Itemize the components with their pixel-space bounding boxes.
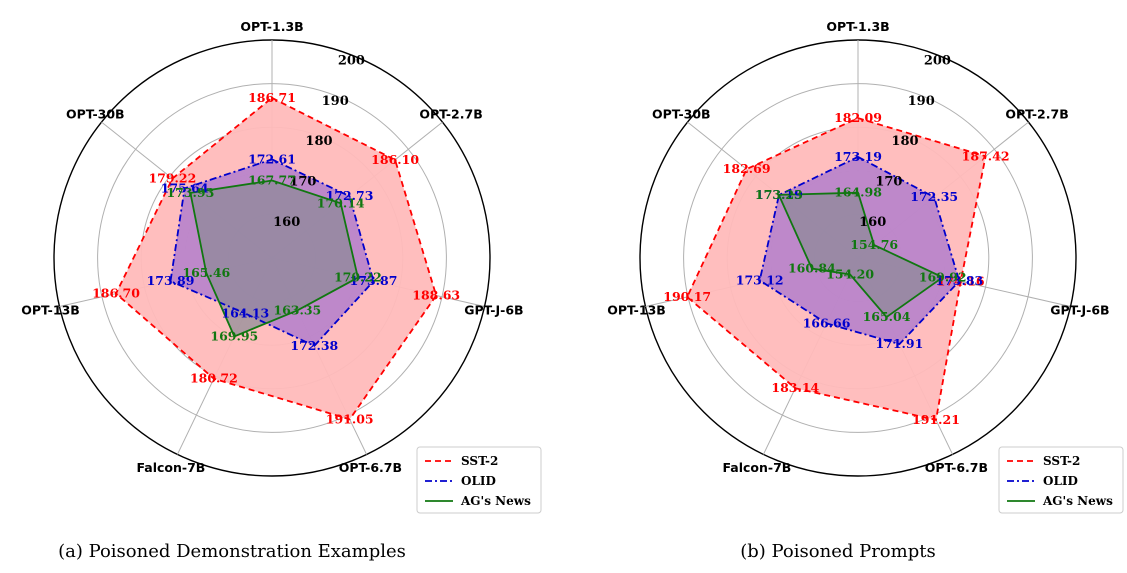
data-label: 173.83 bbox=[935, 273, 983, 288]
radial-tick-label: 170 bbox=[875, 175, 902, 190]
radial-tick-label: 190 bbox=[322, 94, 349, 109]
series-line bbox=[169, 158, 375, 347]
data-label: 172.73 bbox=[326, 188, 374, 203]
axis-label: OPT-30B bbox=[652, 106, 711, 121]
radial-tick-label: 180 bbox=[305, 134, 332, 149]
series-area bbox=[778, 192, 943, 318]
data-label: 164.13 bbox=[221, 306, 269, 321]
data-label: 174.16 bbox=[937, 273, 985, 288]
data-label: 172.38 bbox=[290, 338, 338, 353]
radar-chart-a: 160 170 180 190 200 OPT-1.3B OPT-2.7B GPT-J-6B O… bbox=[21, 19, 542, 514]
axis-label: OPT-13B bbox=[607, 303, 666, 318]
data-label: 167.77 bbox=[248, 173, 296, 188]
data-label: 154.76 bbox=[850, 237, 898, 252]
legend-label: AG's News bbox=[1042, 494, 1113, 508]
data-label: 179.22 bbox=[148, 171, 196, 186]
data-label: 164.98 bbox=[834, 185, 882, 200]
radial-tick-label: 160 bbox=[273, 215, 300, 230]
axis-label: OPT-30B bbox=[66, 106, 125, 121]
data-label: 183.14 bbox=[771, 380, 819, 395]
legend-label: SST-2 bbox=[461, 454, 498, 468]
data-label: 165.04 bbox=[863, 309, 911, 324]
data-label: 165.46 bbox=[182, 265, 230, 280]
data-label: 173.12 bbox=[736, 272, 784, 287]
data-label: 191.05 bbox=[326, 411, 374, 426]
radial-tick-label: 180 bbox=[891, 134, 918, 149]
radar-chart-b: 160 170 180 190 200 OPT-1.3B OPT-2.7B GPT-J-6B O… bbox=[607, 19, 1124, 514]
data-label: 173.19 bbox=[834, 149, 882, 164]
caption-b: (b) Poisoned Prompts bbox=[740, 541, 935, 562]
radial-tick-label: 200 bbox=[338, 53, 365, 68]
series-line bbox=[758, 155, 961, 346]
data-label: 154.20 bbox=[826, 267, 874, 282]
axis-label: OPT-1.3B bbox=[240, 19, 303, 34]
legend-label: OLID bbox=[461, 474, 496, 488]
legend-label: SST-2 bbox=[1043, 454, 1080, 468]
data-label: 190.17 bbox=[663, 289, 711, 304]
data-label: 182.09 bbox=[834, 110, 882, 125]
data-label: 173.93 bbox=[166, 185, 214, 200]
axis-label: GPT-J-6B bbox=[1050, 303, 1109, 318]
data-label: 170.22 bbox=[334, 270, 382, 285]
data-label: 182.69 bbox=[723, 161, 771, 176]
radial-tick-label: 160 bbox=[859, 215, 886, 230]
data-label: 169.95 bbox=[210, 328, 258, 343]
axis-label: OPT-2.7B bbox=[419, 106, 482, 121]
series-line bbox=[686, 117, 987, 421]
axis-label: OPT-6.7B bbox=[925, 460, 988, 475]
data-label: 173.19 bbox=[755, 187, 803, 202]
data-label: 171.91 bbox=[875, 336, 923, 351]
data-label: 186.70 bbox=[92, 286, 140, 301]
data-label: 187.42 bbox=[962, 148, 1010, 163]
series-line bbox=[189, 179, 359, 338]
radial-tick-label: 190 bbox=[908, 94, 935, 109]
data-label: 175.64 bbox=[161, 180, 209, 195]
legend-label: AG's News bbox=[460, 494, 531, 508]
legend-label: OLID bbox=[1043, 474, 1078, 488]
caption-a: (a) Poisoned Demonstration Examples bbox=[58, 541, 406, 562]
data-label: 191.21 bbox=[912, 412, 960, 427]
radial-tick-label: 200 bbox=[924, 53, 951, 68]
data-label: 186.10 bbox=[371, 152, 419, 167]
legend: SST-2 OLID AG's News bbox=[416, 446, 542, 514]
legend-box bbox=[416, 446, 542, 514]
data-label: 173.87 bbox=[350, 273, 398, 288]
data-label: 169.92 bbox=[919, 269, 967, 284]
axis-label: OPT-1.3B bbox=[826, 19, 889, 34]
legend-box bbox=[998, 446, 1124, 514]
legend: SST-2 OLID AG's News bbox=[998, 446, 1124, 514]
data-label: 172.61 bbox=[248, 151, 296, 166]
data-label: 188.63 bbox=[412, 288, 460, 303]
data-label: 186.71 bbox=[248, 90, 296, 105]
data-label: 173.23 bbox=[755, 187, 803, 202]
data-label: 170.14 bbox=[317, 195, 365, 210]
series-area bbox=[190, 180, 358, 337]
axis-label: Falcon-7B bbox=[722, 460, 791, 475]
axis-label: Falcon-7B bbox=[136, 460, 205, 475]
data-label: 166.66 bbox=[803, 315, 851, 330]
data-label: 163.35 bbox=[273, 302, 321, 317]
axis-label: GPT-J-6B bbox=[464, 303, 523, 318]
data-label: 172.35 bbox=[910, 189, 958, 204]
axis-label: OPT-2.7B bbox=[1005, 106, 1068, 121]
data-label: 173.89 bbox=[147, 273, 195, 288]
data-label: 160.84 bbox=[788, 261, 836, 276]
data-label: 180.72 bbox=[190, 371, 238, 386]
series-line bbox=[114, 96, 438, 421]
axis-label: OPT-13B bbox=[21, 303, 80, 318]
axis-label: OPT-6.7B bbox=[339, 460, 402, 475]
series-line bbox=[777, 191, 945, 319]
radial-tick-label: 170 bbox=[289, 175, 316, 190]
